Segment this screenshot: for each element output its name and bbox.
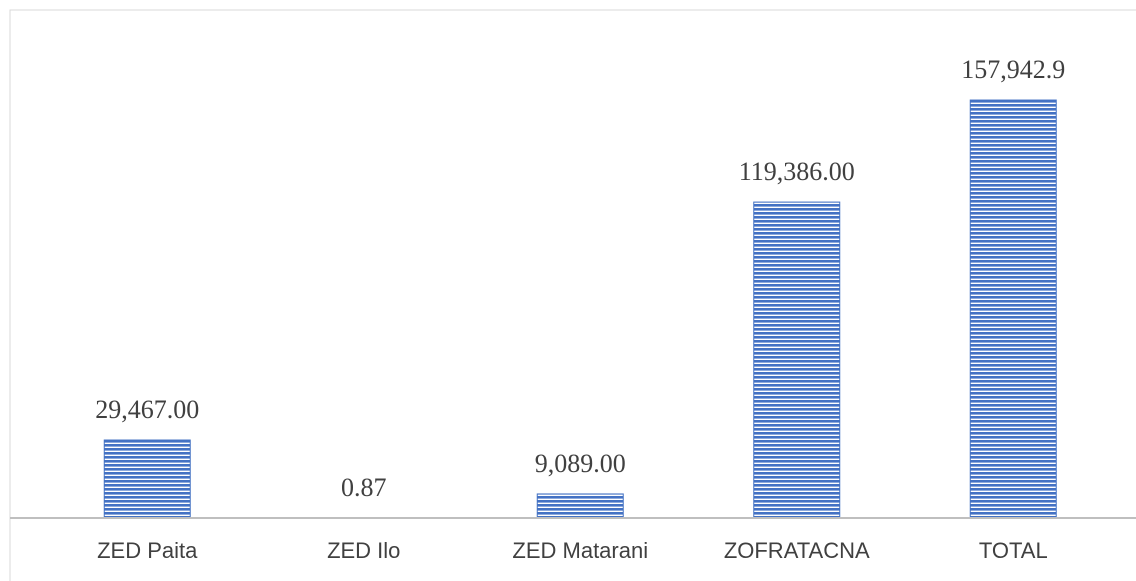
x-tick-label: ZED Paita <box>97 538 198 563</box>
bar <box>103 439 191 519</box>
x-tick-label: ZOFRATACNA <box>724 538 870 563</box>
value-label: 0.87 <box>341 473 387 502</box>
chart-border <box>9 9 1136 581</box>
x-tick-label: ZED Ilo <box>327 538 400 563</box>
bar <box>969 99 1057 519</box>
x-tick-label: TOTAL <box>979 538 1048 563</box>
bar <box>536 493 624 519</box>
value-label: 9,089.00 <box>535 449 626 478</box>
value-label: 157,942.9 <box>961 55 1065 84</box>
value-label: 119,386.00 <box>739 157 855 186</box>
value-label: 29,467.00 <box>95 395 199 424</box>
bar <box>753 201 841 519</box>
x-tick-label: ZED Matarani <box>512 538 648 563</box>
